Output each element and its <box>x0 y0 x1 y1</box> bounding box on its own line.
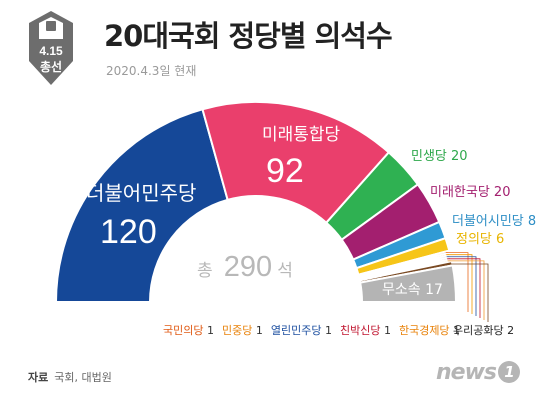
legend-value-0: 1 <box>203 324 214 337</box>
logo-mark: 1 <box>498 361 521 383</box>
news1-logo: news 1 <box>436 360 521 385</box>
total-prefix: 총 <box>197 261 213 281</box>
leader-0 <box>445 252 469 312</box>
badge-line2: 총선 <box>40 59 62 74</box>
badge-line1: 4.15 <box>39 44 63 58</box>
label-dpk-name: 더불어민주당 <box>86 181 196 205</box>
leader-1 <box>446 254 473 314</box>
label-platform: 더불어시민당 8 <box>452 214 536 229</box>
as-of-date: 2020.4.3일 현재 <box>106 64 197 78</box>
total-seats: 총 290 석 <box>197 251 293 283</box>
label-dpk-value: 120 <box>100 213 157 251</box>
label-justice: 정의당 6 <box>456 232 504 247</box>
seat-slices <box>54 101 458 303</box>
election-badge: 4.15 총선 <box>29 11 73 85</box>
page-title: 20대국회 정당별 의석수 <box>104 19 393 53</box>
label-upp-value: 92 <box>266 152 304 190</box>
slice-0 <box>54 108 229 303</box>
label-upp-name: 미래통합당 <box>262 125 341 145</box>
leader-2 <box>446 256 477 316</box>
legend-name-0: 국민의당 <box>163 324 203 337</box>
label-mirae-korea: 미래한국당 20 <box>430 185 510 200</box>
leader-4 <box>447 260 485 320</box>
label-uri-gonghwa: 우리공화당 2 <box>453 324 514 337</box>
small-parties-legend: 국민의당 1 민중당 1 열린민주당 1 친박신당 1 한국경제당 1 <box>163 324 460 337</box>
leader-lines <box>445 252 489 322</box>
legend-value-1: 1 <box>252 324 263 337</box>
label-independent: 무소속 17 <box>382 282 443 298</box>
leader-5 <box>448 263 489 322</box>
source-label: 자료 <box>28 371 49 384</box>
legend-name-1: 민중당 <box>222 324 252 337</box>
source-text: 국회, 대법원 <box>54 371 112 384</box>
leader-3 <box>447 258 481 318</box>
legend-name-2: 열린민주당 <box>271 324 322 337</box>
label-minsaeng: 민생당 20 <box>411 149 468 164</box>
slice-12 <box>359 264 458 303</box>
legend-name-4: 한국경제당 <box>399 324 450 337</box>
logo-text: news <box>436 360 497 385</box>
total-suffix: 석 <box>277 261 293 281</box>
legend-value-2: 1 <box>321 324 332 337</box>
legend-name-3: 친박신당 <box>340 324 380 337</box>
total-value: 290 <box>224 251 272 283</box>
legend-value-4: 1 <box>450 324 461 337</box>
legend-value-3: 1 <box>380 324 391 337</box>
source-line: 자료 국회, 대법원 <box>28 369 112 385</box>
